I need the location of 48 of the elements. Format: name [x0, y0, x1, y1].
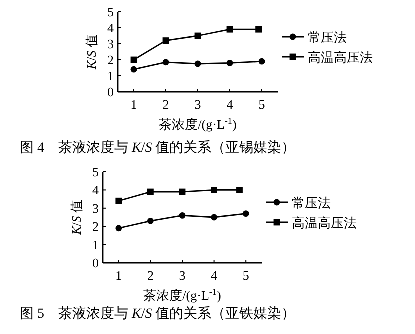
y-tick-label: 2 [92, 219, 99, 234]
y-tick-label: 5 [92, 164, 99, 180]
y-tick-label: 2 [108, 52, 114, 68]
x-axis-title: 茶浓度/(g·L$^{-1}$) [159, 116, 237, 132]
point [162, 59, 170, 66]
x-tick-label: 3 [194, 97, 202, 112]
y-tick-label: 3 [108, 36, 114, 52]
y-tick-label: 3 [92, 200, 99, 216]
point [179, 212, 186, 219]
x-tick-label: 5 [258, 97, 266, 112]
y-tick-label: 4 [92, 182, 100, 198]
x-tick-label: 3 [179, 268, 186, 283]
point [256, 26, 262, 33]
y-tick-label: 0 [108, 84, 114, 100]
point [116, 225, 122, 232]
text: 图 4 茶液浓度与 K/S 值的关系（亚锡媒染） [20, 140, 296, 156]
text: 图 5 茶液浓度与 K/S 值的关系（亚铁媒染） [20, 306, 296, 322]
x-axis-title: 茶浓度/(g·L$^{-1}$) [144, 287, 222, 303]
y-tick-label: 1 [108, 68, 114, 84]
point [236, 187, 243, 194]
point [211, 187, 218, 194]
x-tick-label: 2 [147, 268, 154, 283]
y-tick-label: 0 [92, 256, 99, 270]
x-tick-label: 2 [162, 97, 170, 112]
point [242, 210, 250, 218]
point [226, 26, 234, 33]
y-tick-label: 5 [108, 4, 114, 20]
x-tick-label: 4 [211, 268, 218, 283]
point [116, 198, 122, 204]
y-axis-title: K/S 值 [84, 34, 99, 71]
legend-label: 高温高压法 [292, 216, 357, 230]
x-tick-label: 1 [130, 97, 138, 112]
legend-label: 常压法 [292, 196, 331, 210]
point [194, 60, 202, 68]
point [130, 66, 138, 73]
x-tick-label: 4 [226, 97, 234, 112]
point [226, 60, 234, 66]
point [148, 188, 154, 196]
point [162, 38, 170, 44]
legend-label: 常压法 [308, 30, 347, 45]
x-tick-label: 5 [242, 268, 250, 283]
point [211, 214, 218, 221]
y-tick-label: 1 [92, 237, 99, 252]
y-tick-label: 4 [108, 20, 114, 36]
point [258, 58, 266, 65]
point [148, 218, 154, 224]
legend-label: 高温高压法 [308, 50, 373, 65]
y-axis-title: K/S 值 [69, 200, 84, 236]
